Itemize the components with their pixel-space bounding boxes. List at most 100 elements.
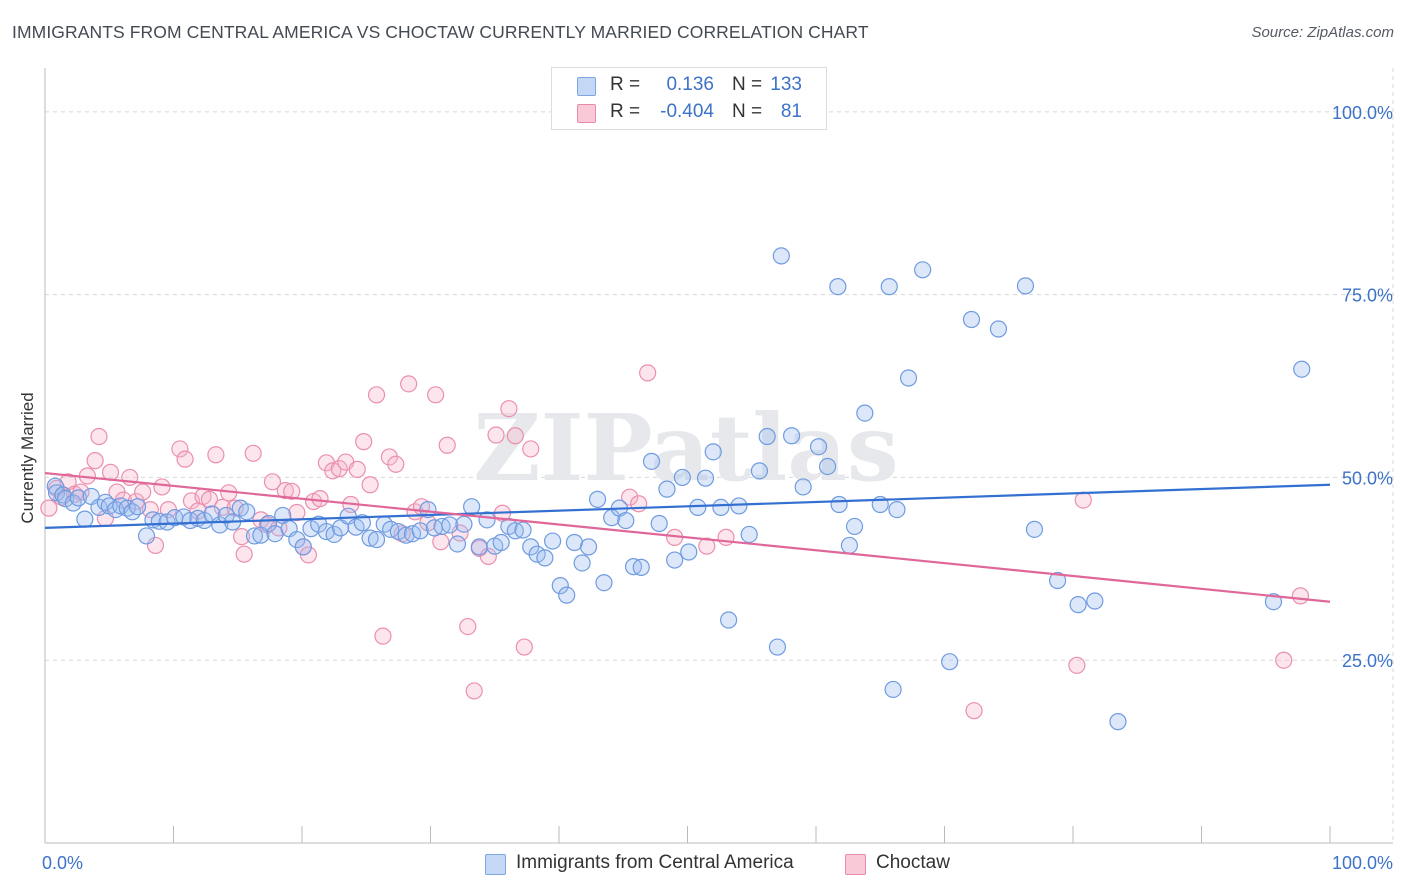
swatch-choctaw: [577, 104, 596, 123]
central-america-point: [730, 497, 748, 515]
r-label: R =: [610, 101, 641, 122]
central-america-point: [962, 310, 981, 329]
choctaw-point: [465, 682, 483, 700]
central-america-point: [573, 554, 591, 572]
central-america-point: [941, 653, 959, 671]
central-america-point: [829, 278, 847, 296]
central-america-point: [1048, 571, 1067, 590]
choctaw-point: [522, 440, 540, 458]
central-america-point: [758, 427, 776, 446]
choctaw-point: [263, 473, 282, 491]
central-america-point: [558, 586, 576, 604]
choctaw-point: [276, 481, 294, 500]
legend-swatch-choctaw: [845, 854, 866, 875]
tick-labels: 25.0% 50.0% 75.0% 100.0% 0.0% 100.0%: [42, 103, 1393, 873]
choctaw-point: [630, 495, 648, 513]
choctaw-point: [213, 498, 231, 517]
source-label: Source: ZipAtlas.com: [1251, 24, 1394, 41]
central-america-point: [1016, 277, 1035, 295]
central-america-point: [632, 558, 650, 576]
r-value: 0.136: [666, 74, 714, 95]
central-america-point: [238, 503, 256, 521]
choctaw-point: [86, 452, 104, 470]
choctaw-trend-line: [44, 471, 1331, 603]
central-america-point: [845, 517, 864, 536]
choctaw-point: [487, 426, 505, 444]
central-america-point: [595, 574, 613, 592]
choctaw-point: [348, 460, 366, 478]
central-america-point: [1264, 593, 1283, 611]
central-america-point: [47, 484, 66, 502]
central-america-point: [989, 320, 1008, 338]
central-america-point: [448, 535, 467, 553]
central-america-point: [1025, 520, 1044, 538]
central-america-point: [1086, 592, 1104, 610]
central-america-point: [1109, 713, 1127, 731]
central-america-point: [441, 516, 459, 534]
central-america-point: [809, 438, 828, 456]
central-america-point: [245, 527, 264, 545]
y-axis-title: Currently Married: [18, 392, 37, 523]
central-america-point: [76, 510, 94, 528]
stats-row-central-america: R = 0.136 N = 133: [552, 74, 828, 100]
central-america-point: [617, 511, 635, 530]
choctaw-point: [233, 528, 251, 546]
choctaw-point: [698, 537, 716, 555]
stats-legend: R = 0.136 N = 133 R = -0.404 N = 81: [551, 67, 827, 130]
choctaw-point: [40, 499, 58, 517]
legend-label: Immigrants from Central America: [516, 852, 794, 873]
x-tick-label-max: 100.0%: [1332, 853, 1393, 873]
central-america-point: [128, 498, 147, 516]
central-america-point: [650, 514, 668, 533]
choctaw-point: [207, 446, 225, 464]
central-america-point: [642, 452, 661, 470]
central-america-point: [658, 480, 676, 498]
central-america-point: [750, 462, 769, 480]
choctaw-point: [1291, 587, 1310, 605]
central-america-point: [1293, 360, 1311, 378]
choctaw-point: [311, 490, 329, 508]
central-america-point: [856, 404, 874, 422]
central-america-point: [680, 543, 698, 561]
choctaw-point: [374, 627, 392, 645]
choctaw-point: [400, 375, 418, 393]
choctaw-point: [500, 400, 518, 418]
central-america-point: [696, 469, 715, 487]
central-america-point: [325, 525, 343, 544]
central-america-point: [579, 538, 598, 556]
central-america-point: [492, 533, 510, 552]
central-america-point: [294, 538, 312, 556]
trend-lines: [44, 471, 1331, 603]
choctaw-point: [717, 528, 735, 546]
central-america-point: [470, 538, 488, 556]
y-tick-label: 75.0%: [1342, 286, 1393, 306]
choctaw-point: [90, 427, 108, 446]
choctaw-point: [101, 463, 120, 481]
choctaw-point: [438, 436, 456, 454]
choctaw-point: [427, 386, 445, 404]
gridlines: [45, 68, 1394, 843]
n-label: N =: [732, 74, 763, 95]
choctaw-point: [506, 427, 524, 445]
swatch-central-america: [577, 77, 596, 96]
central-america-point: [455, 515, 473, 533]
central-america-trend-line: [44, 483, 1331, 529]
r-value: -0.404: [660, 101, 714, 122]
central-america-point: [514, 521, 532, 539]
central-america-point: [217, 506, 235, 525]
central-america-point: [666, 551, 684, 569]
central-america-point: [137, 527, 156, 545]
choctaw-point: [621, 488, 639, 506]
central-america-point: [782, 427, 801, 445]
choctaw-point: [639, 364, 657, 382]
central-america-point: [1069, 596, 1087, 614]
central-america-point: [361, 529, 379, 547]
n-value: 81: [780, 101, 802, 122]
choctaw-point: [244, 444, 262, 462]
choctaw-point: [200, 490, 219, 508]
central-america-point: [720, 611, 738, 629]
central-america-point: [411, 522, 429, 540]
axes: [44, 68, 1393, 844]
central-america-point: [353, 514, 371, 532]
